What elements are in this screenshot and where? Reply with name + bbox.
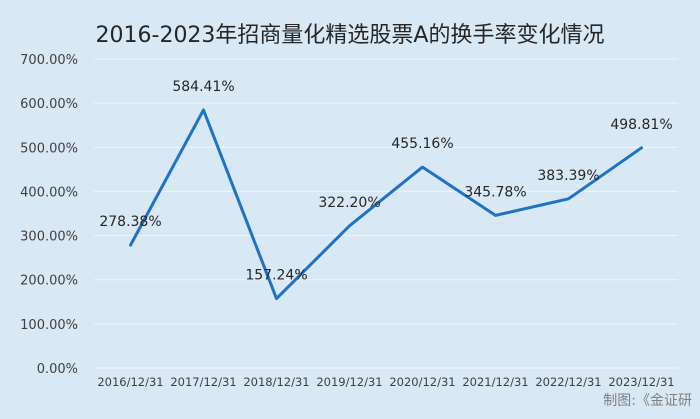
data-label: 345.78%	[464, 184, 526, 200]
data-label: 498.81%	[610, 117, 672, 133]
gridlines	[94, 58, 678, 369]
y-tick-label: 300.00%	[20, 230, 78, 245]
x-tick-label: 2021/12/31	[462, 375, 528, 389]
data-label: 584.41%	[172, 79, 234, 95]
chart-title: 2016-2023年招商量化精选股票A的换手率变化情况	[96, 23, 605, 48]
y-tick-label: 0.00%	[37, 362, 78, 377]
y-tick-label: 600.00%	[20, 97, 78, 112]
x-tick-label: 2020/12/31	[389, 375, 455, 389]
data-label: 157.24%	[245, 268, 307, 284]
series-line	[129, 108, 643, 301]
y-tick-label: 700.00%	[20, 53, 78, 68]
x-tick-label: 2019/12/31	[316, 375, 382, 389]
data-labels: 278.38% 584.41% 157.24% 322.20% 455.16% 345.7…	[99, 79, 672, 284]
y-tick-label: 100.00%	[20, 318, 78, 333]
data-label: 322.20%	[318, 195, 380, 211]
x-tick-label: 2023/12/31	[608, 375, 674, 389]
series-line-layer	[129, 108, 643, 301]
x-axis-ticks: 2016/12/31 2017/12/31 2018/12/31 2019/12/31…	[97, 375, 674, 389]
x-tick-label: 2017/12/31	[170, 375, 236, 389]
y-axis-ticks: 0.00% 100.00% 200.00% 300.00% 400.00% 500.00%…	[20, 53, 78, 377]
y-tick-label: 200.00%	[20, 274, 78, 289]
x-tick-label: 2018/12/31	[243, 375, 309, 389]
source-note: 制图:《金证研	[603, 393, 692, 409]
y-tick-label: 500.00%	[20, 141, 78, 156]
x-tick-label: 2016/12/31	[97, 375, 163, 389]
data-label: 383.39%	[537, 168, 599, 184]
x-tick-label: 2022/12/31	[535, 375, 601, 389]
y-tick-label: 400.00%	[20, 185, 78, 200]
data-label: 455.16%	[391, 136, 453, 152]
data-label: 278.38%	[99, 214, 161, 230]
